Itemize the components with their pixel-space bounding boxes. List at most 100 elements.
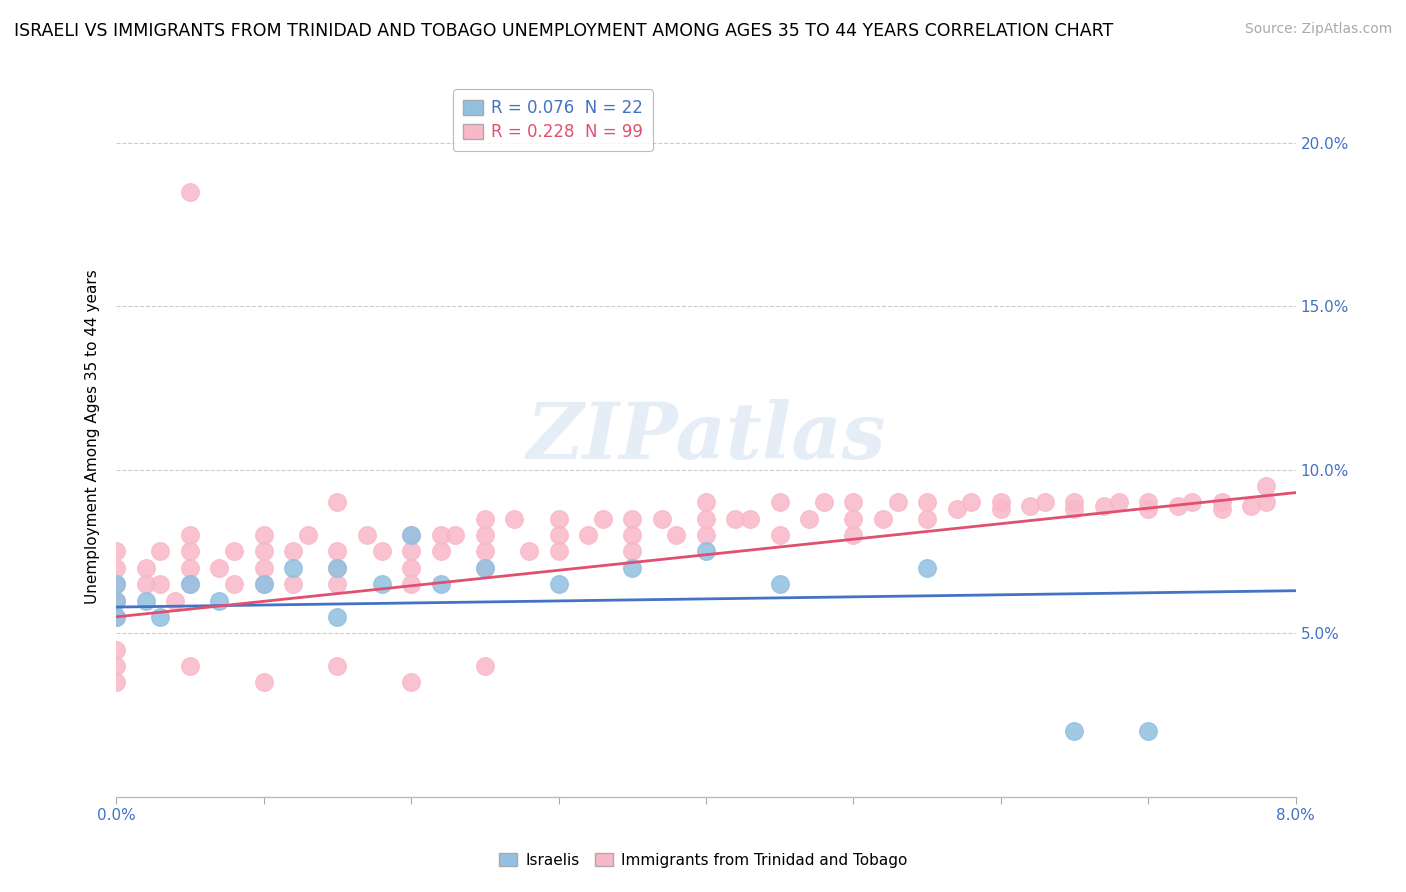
Point <box>326 544 349 558</box>
Point <box>253 544 276 558</box>
Point <box>429 544 451 558</box>
Point <box>179 577 201 591</box>
Point <box>208 593 231 607</box>
Point <box>253 577 276 591</box>
Point <box>621 544 644 558</box>
Point <box>179 577 201 591</box>
Point <box>813 495 835 509</box>
Point <box>474 659 496 673</box>
Point <box>179 528 201 542</box>
Point <box>517 544 540 558</box>
Point <box>399 544 422 558</box>
Point <box>105 593 128 607</box>
Point <box>283 577 305 591</box>
Point <box>474 561 496 575</box>
Y-axis label: Unemployment Among Ages 35 to 44 years: Unemployment Among Ages 35 to 44 years <box>86 269 100 605</box>
Point <box>769 577 792 591</box>
Point <box>165 593 187 607</box>
Point <box>724 512 747 526</box>
Point <box>1181 495 1204 509</box>
Point <box>1254 495 1277 509</box>
Point <box>1167 499 1189 513</box>
Point <box>179 185 201 199</box>
Point <box>592 512 614 526</box>
Point <box>105 642 128 657</box>
Point <box>960 495 983 509</box>
Point <box>1108 495 1130 509</box>
Point <box>1137 502 1160 516</box>
Point <box>842 528 865 542</box>
Point <box>547 512 569 526</box>
Point <box>105 659 128 673</box>
Point <box>621 512 644 526</box>
Point <box>326 561 349 575</box>
Point <box>179 659 201 673</box>
Point <box>695 512 717 526</box>
Point <box>253 528 276 542</box>
Point <box>915 512 938 526</box>
Point <box>326 561 349 575</box>
Point <box>356 528 378 542</box>
Point <box>179 561 201 575</box>
Point <box>945 502 967 516</box>
Point <box>326 610 349 624</box>
Point <box>621 561 644 575</box>
Point <box>105 577 128 591</box>
Point <box>1033 495 1056 509</box>
Point <box>399 577 422 591</box>
Point <box>474 544 496 558</box>
Point <box>621 528 644 542</box>
Point <box>695 495 717 509</box>
Point <box>149 544 172 558</box>
Point <box>1137 495 1160 509</box>
Point <box>399 528 422 542</box>
Point <box>769 495 792 509</box>
Point <box>1063 724 1085 739</box>
Point <box>105 577 128 591</box>
Point <box>224 577 246 591</box>
Text: Source: ZipAtlas.com: Source: ZipAtlas.com <box>1244 22 1392 37</box>
Point <box>399 561 422 575</box>
Point <box>135 561 157 575</box>
Point <box>253 577 276 591</box>
Point <box>105 675 128 690</box>
Point <box>915 495 938 509</box>
Point <box>1063 502 1085 516</box>
Point <box>1211 502 1233 516</box>
Point <box>1019 499 1042 513</box>
Point <box>105 561 128 575</box>
Text: ZIPatlas: ZIPatlas <box>526 399 886 475</box>
Point <box>474 512 496 526</box>
Point <box>1137 724 1160 739</box>
Point <box>547 577 569 591</box>
Point <box>797 512 820 526</box>
Point <box>105 610 128 624</box>
Point <box>474 528 496 542</box>
Point <box>872 512 894 526</box>
Point <box>990 502 1012 516</box>
Point <box>915 561 938 575</box>
Point <box>105 610 128 624</box>
Point <box>990 495 1012 509</box>
Point <box>1240 499 1263 513</box>
Point <box>576 528 599 542</box>
Point <box>1092 499 1115 513</box>
Legend: R = 0.076  N = 22, R = 0.228  N = 99: R = 0.076 N = 22, R = 0.228 N = 99 <box>453 89 652 152</box>
Point <box>135 593 157 607</box>
Point <box>429 577 451 591</box>
Point <box>665 528 688 542</box>
Point <box>399 675 422 690</box>
Point <box>842 495 865 509</box>
Point <box>503 512 526 526</box>
Point <box>105 544 128 558</box>
Text: ISRAELI VS IMMIGRANTS FROM TRINIDAD AND TOBAGO UNEMPLOYMENT AMONG AGES 35 TO 44 : ISRAELI VS IMMIGRANTS FROM TRINIDAD AND … <box>14 22 1114 40</box>
Point <box>1211 495 1233 509</box>
Point <box>253 675 276 690</box>
Point <box>283 561 305 575</box>
Point <box>547 544 569 558</box>
Point <box>370 544 392 558</box>
Point <box>179 544 201 558</box>
Point <box>326 577 349 591</box>
Point <box>547 528 569 542</box>
Point <box>224 544 246 558</box>
